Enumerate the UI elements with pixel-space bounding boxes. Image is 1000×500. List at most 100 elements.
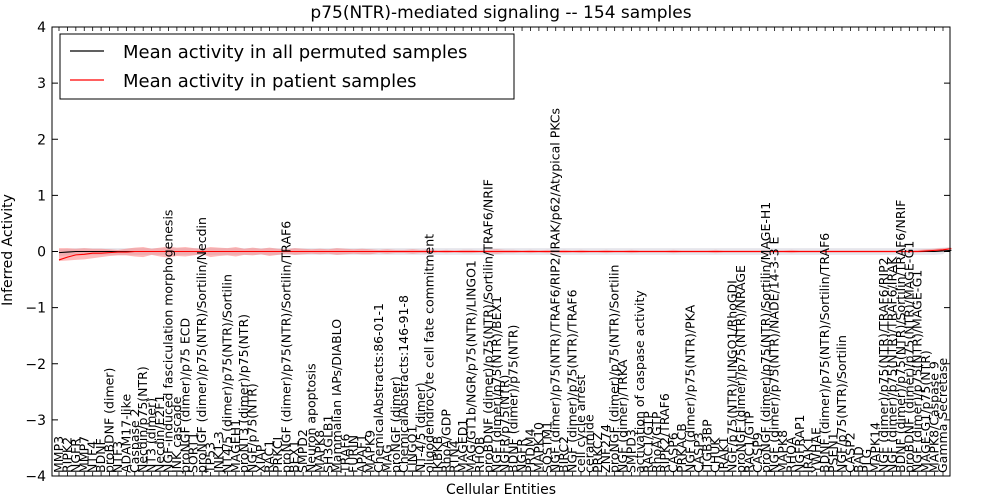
- x-tick-label: proNT3 (dimer)/p75(NTR): [236, 314, 251, 473]
- x-tick-label: IRAK1: [716, 436, 731, 473]
- x-tick-label: activation of caspase activity: [632, 290, 647, 473]
- x-tick-label: BDNF (dimer)/p75(NTR)/Sortilin/TRAF6: [817, 233, 832, 473]
- x-tick-label: NGF (dimer)/p75(NTR)/BEX1: [489, 296, 504, 473]
- x-tick-label: NGF (dimer)/p75(NTR)/MAGE-G1: [910, 270, 925, 473]
- x-tick-label: proNGF (dimer): [388, 376, 403, 473]
- x-tick-label: MAG/GT1b/NGR/p75(NTR)/LINGO1: [464, 260, 479, 473]
- plot-area: [58, 246, 952, 262]
- x-tick-label: Caspase 2: [127, 408, 142, 473]
- x-tick-label: Necdin/p75(NTR): [135, 366, 150, 473]
- x-tick-label: MAGEH1: [228, 419, 243, 473]
- x-tick-label: MAPK9: [363, 430, 378, 473]
- x-tick-label: NGF (dimer)/p75(NTR)/TRAF6: [565, 289, 580, 473]
- x-tick-label: IRAK1: [800, 436, 815, 473]
- x-tick-label: XIAP: [253, 444, 268, 473]
- x-tick-label: proNGF (dimer)/p75(NTR)/Sortilin/MAGE-H1: [758, 202, 773, 473]
- x-tick-label: BDNF (dimer)/p75(NTR): [506, 325, 521, 473]
- x-tick-label: cell cycle arrest: [573, 375, 588, 473]
- x-tick-label: RIPK2: [59, 437, 74, 473]
- x-tick-label: CHUK: [708, 437, 723, 473]
- x-tick-label: NTF4: [85, 441, 100, 473]
- x-tick-label: NGFRAP1: [792, 415, 807, 473]
- x-tick-label: oligodendrocyte cell fate commitment: [421, 234, 436, 473]
- x-tick-label: ceramide: [581, 414, 596, 473]
- x-tick-label: NGF/p75(NTR): [245, 383, 260, 473]
- x-tick-label: RhoA/GTP: [649, 411, 664, 473]
- x-tick-label: MAGE-G1/p75(NTR): [918, 350, 933, 473]
- y-tick-label: 3: [37, 76, 46, 92]
- x-tick-label: NGF (dimer)/p75(NTR)/TRAF6/RIP2/IRAK/p62…: [548, 108, 563, 473]
- x-tick-label: TP53: [203, 442, 218, 474]
- x-tick-label: NGF (dimer)/p75(NTR)/TRAF6/IRAK: [884, 256, 899, 473]
- x-tick-label: PLG: [859, 449, 874, 473]
- x-tick-label: APAF1: [354, 434, 369, 473]
- x-tick-label: IKBKB: [430, 436, 445, 473]
- x-tick-label: SMPD3: [624, 429, 639, 473]
- x-tick-label: SMPD2: [295, 429, 310, 473]
- x-tick-label: CASP3: [691, 432, 706, 473]
- x-tick-label: BEX1: [287, 440, 302, 473]
- y-tick-label: 1: [37, 188, 46, 204]
- x-tick-label: NGF (dimer)/p75(NTR)/TRAF6/RIP2: [876, 257, 891, 473]
- y-axis-label: Inferred Activity: [0, 194, 16, 306]
- x-tick-label: BAD: [851, 446, 866, 473]
- legend-label-permuted: Mean activity in all permuted samples: [123, 42, 467, 63]
- x-tick-label: NGF (dimer)/TRKA: [615, 359, 630, 473]
- x-tick-label: ChemicalAbstracts:146-91-8: [396, 295, 411, 473]
- x-tick-label: MAPK8/Caspase 9: [927, 361, 942, 473]
- legend: Mean activity in all permuted samples Me…: [59, 33, 515, 100]
- x-tick-label: ADAM17-like: [118, 394, 133, 473]
- x-tick-label: RHOB: [472, 437, 487, 474]
- x-tick-label: NGF/p75(NTR)/LINGO1/RhoGDI: [725, 280, 740, 473]
- x-tick-label: NGFR/p75(NTR): [497, 375, 512, 473]
- chart-title: p75(NTR)-mediated signaling -- 154 sampl…: [310, 3, 691, 23]
- y-tick-label: 0: [37, 245, 46, 261]
- x-tick-label: NGF (dimer)/p75(NTR)/PKA: [682, 304, 697, 473]
- x-tick-label: RhoA/GDP: [438, 409, 453, 473]
- x-tick-label: Gamma Secretase: [935, 358, 950, 473]
- x-tick-label: NT-4/5 (dimer): [413, 382, 428, 473]
- x-tick-label: RTN4: [447, 440, 462, 473]
- patient-band: [59, 246, 952, 262]
- x-tick-label: YWHAE: [809, 427, 824, 474]
- x-tick-label: proNGF (dimer)/p75(NTR)/Sortilin: [607, 265, 622, 473]
- x-tick-label: LINGO1: [405, 426, 420, 473]
- x-tick-label: PRKACB: [674, 423, 689, 473]
- x-tick-label: FURIN: [346, 435, 361, 473]
- x-tick-label: SORT1: [186, 432, 201, 473]
- y-tick-label: −4: [25, 469, 46, 485]
- x-tick-label: Necdin/E2F1: [152, 395, 167, 473]
- x-tick-label: BDNF: [93, 438, 108, 473]
- x-tick-label: NTF3: [110, 441, 125, 473]
- x-axis-label: Cellular Entities: [446, 482, 556, 498]
- x-tick-label: BDNF (dimer)/p75(NTR)/Sortilin/TRAF6/NRI…: [893, 200, 908, 473]
- x-tick-label: TRAF6: [337, 433, 352, 474]
- x-tick-label: NT4/5 (dimer)/p75(NTR)/Sortilin: [219, 274, 234, 473]
- x-tick-label: CASP2: [842, 432, 857, 473]
- x-tick-label: proNGF (dimer)/p75(NTR)/Sortilin/TRAF6: [278, 221, 293, 473]
- x-tick-label: NT3 (dimer): [144, 398, 159, 473]
- x-tick-label: PSEN1: [826, 432, 841, 473]
- x-tick-label: RHOA: [783, 436, 798, 473]
- x-tick-label: SQSTM1: [539, 421, 554, 473]
- x-tick-label: MMP3: [51, 436, 66, 473]
- x-tick-label: MAPK14: [868, 422, 883, 473]
- y-axis: −4 −3 −2 −1 0 1 2 3 4: [25, 20, 950, 485]
- series-line-patient: [58, 248, 952, 261]
- x-tick-label: JNK1-3: [211, 431, 226, 474]
- x-tick-label: proBDNF (dimer)/p75(NTR)/Sortilin/TRAF6/…: [480, 179, 495, 473]
- x-tick-label: PRKCZ: [590, 432, 605, 473]
- x-tick-label: CASP6: [666, 432, 681, 473]
- x-tick-label: SH3GLB1: [320, 415, 335, 473]
- x-tick-label: RAC1/GTP: [741, 411, 756, 473]
- x-tick-label: MAG: [379, 444, 394, 473]
- x-tick-label: ZNF274: [598, 424, 613, 473]
- x-tick-label: MAPK8: [312, 430, 327, 473]
- x-tick-label: NGFR: [514, 438, 529, 473]
- x-tick-label: Mammalian IAPs/DIABLO: [329, 319, 344, 473]
- x-tick-label: BIRC2: [556, 436, 571, 473]
- legend-box: [59, 33, 515, 100]
- x-tick-label: RAC1/GTP: [640, 411, 655, 473]
- x-tick-label: RIPK2/TRAF6: [657, 393, 672, 473]
